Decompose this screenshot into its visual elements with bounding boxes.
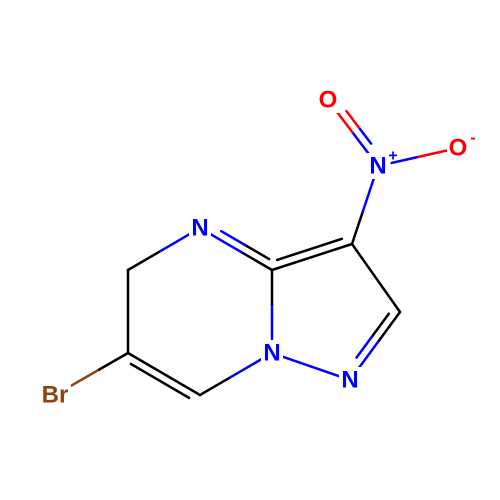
atom-O1: O bbox=[319, 87, 338, 114]
atom-Nn: N bbox=[369, 153, 386, 180]
molecule-diagram: BrNNNN+OO- bbox=[0, 0, 500, 500]
charge-Nn: + bbox=[388, 148, 397, 165]
atom-Br: Br bbox=[42, 382, 69, 409]
atom-N4: N bbox=[191, 215, 208, 242]
atom-O2: O bbox=[449, 135, 468, 162]
atom-N2: N bbox=[341, 367, 358, 394]
charge-O2: - bbox=[470, 130, 475, 147]
atom-N1: N bbox=[263, 340, 280, 367]
